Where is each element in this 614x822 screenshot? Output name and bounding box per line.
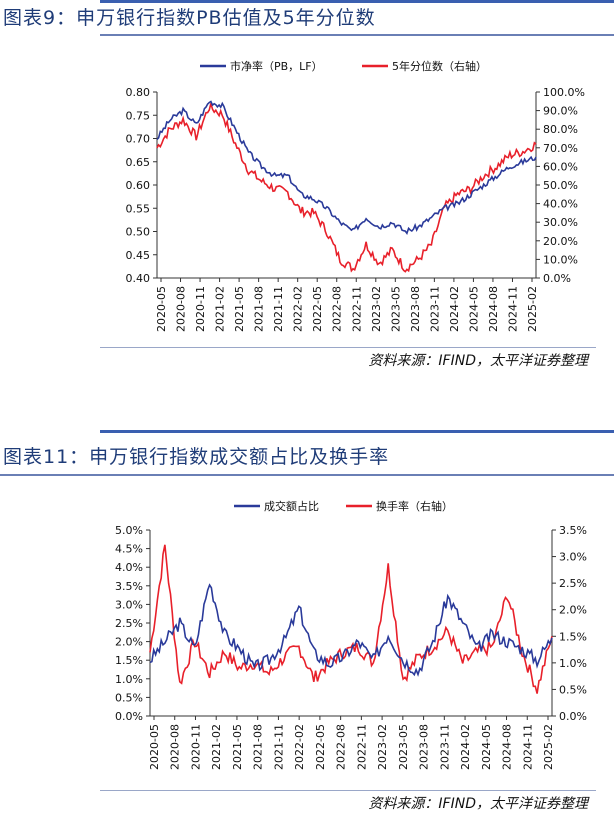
chart1-series-2-line (156, 103, 537, 273)
chart1-right-tick-label: 50.0% (543, 179, 578, 192)
chart1-right-tick-label: 100.0% (543, 86, 585, 99)
chart1-x-tick-label: 2023-08 (409, 286, 422, 332)
chart1-series-1-line (156, 100, 537, 236)
chart1-left-tick-label: 0.80 (126, 86, 151, 99)
chart1-left-tick-label: 0.45 (126, 249, 151, 262)
chart2-x-tick-label: 2022-02 (293, 724, 306, 770)
chart1-title-rule (100, 34, 614, 36)
chart1-right-tick-label: 20.0% (543, 235, 578, 248)
chart2-left-tick-label: 2.5% (115, 617, 143, 630)
chart1-left-tick-label: 0.55 (126, 202, 151, 215)
chart2-x-tick-label: 2023-11 (438, 724, 451, 770)
chart2-x-tick-label: 2020-05 (148, 724, 161, 770)
chart2-right-tick-label: 1.0% (559, 657, 587, 670)
chart1-left-tick-label: 0.60 (126, 179, 151, 192)
chart1-right-tick-label: 80.0% (543, 123, 578, 136)
chart1-x-tick-label: 2020-08 (175, 286, 188, 332)
chart2-x-tick-label: 2022-08 (335, 724, 348, 770)
chart2-x-tick-label: 2024-11 (521, 724, 534, 770)
chart2-series-1-line (149, 583, 553, 677)
chart2-left-tick-label: 0.0% (115, 710, 143, 723)
chart1-x-tick-label: 2025-02 (526, 286, 539, 332)
chart2-left-tick-label: 2.0% (115, 636, 143, 649)
chart2-source: 资料来源：IFIND，太平洋证券整理 (368, 796, 588, 812)
chart2-legend-label-1: 成交额占比 (264, 499, 319, 513)
chart2-left-tick-label: 5.0% (115, 524, 143, 537)
chart1-figure: 市净率（PB，LF） 5年分位数（右轴） 0.40 0.45 0.50 0.55 0.60 0… (126, 59, 585, 332)
chart2-left-tick-label: 3.5% (115, 580, 143, 593)
chart1-left-tick-label: 0.75 (126, 109, 151, 122)
chart2-figure: 成交额占比 换手率（右轴） 0.0% 0.5% 1.0% 1.5% 2.0% 2.5% 3.0%… (115, 499, 587, 770)
chart2-x-tick-label: 2021-08 (252, 724, 265, 770)
chart1-legend-label-2: 5年分位数（右轴） (392, 59, 487, 73)
chart2-x-tick-label: 2022-11 (355, 724, 368, 770)
chart2-x-tick-label: 2021-05 (231, 724, 244, 770)
chart2-right-tick-label: 3.0% (559, 551, 587, 564)
chart1-x-tick-label: 2024-05 (467, 286, 480, 332)
chart1-x-tick-label: 2021-02 (214, 286, 227, 332)
chart1-x-tick-label: 2024-02 (448, 286, 461, 332)
chart2-x-tick-label: 2023-08 (418, 724, 431, 770)
chart2-source-rule (100, 790, 596, 791)
chart2-right-tick-label: 2.0% (559, 604, 587, 617)
chart1-x-tick-label: 2023-02 (370, 286, 383, 332)
chart2-legend-label-2: 换手率（右轴） (376, 499, 453, 513)
chart2-x-tick-label: 2021-02 (210, 724, 223, 770)
chart1-x-tick-label: 2021-05 (233, 286, 246, 332)
chart2-title-top-rule (100, 430, 614, 433)
chart1-left-tick-label: 0.70 (126, 133, 151, 146)
chart2-x-tick-label: 2023-05 (397, 724, 410, 770)
chart1-right-tick-label: 90.0% (543, 105, 578, 118)
chart2-title-rule (0, 474, 614, 476)
chart1-x-tick-label: 2023-11 (428, 286, 441, 332)
chart2-x-tick-label: 2023-02 (376, 724, 389, 770)
chart2-x-tick-label: 2021-11 (272, 724, 285, 770)
chart2-left-tick-label: 0.5% (115, 691, 143, 704)
chart2-series-2-line (149, 544, 553, 694)
chart2-right-tick-label: 0.5% (559, 683, 587, 696)
chart2-title: 图表11：申万银行指数成交额占比及换手率 (3, 446, 390, 468)
chart2-left-tick-label: 4.0% (115, 561, 143, 574)
chart2-left-tick-label: 1.0% (115, 673, 143, 686)
chart1-x-tick-label: 2021-11 (272, 286, 285, 332)
title-top-rule (100, 0, 614, 3)
chart1-x-tick-label: 2022-05 (311, 286, 324, 332)
chart1-x-tick-label: 2021-08 (253, 286, 266, 332)
chart2-x-tick-label: 2020-11 (189, 724, 202, 770)
chart1-left-tick-label: 0.40 (126, 272, 151, 285)
chart1-source: 资料来源：IFIND，太平洋证券整理 (368, 353, 588, 369)
chart2-x-tick-label: 2024-08 (501, 724, 514, 770)
chart1-left-tick-label: 0.50 (126, 226, 151, 239)
chart2-x-tick-label: 2022-05 (314, 724, 327, 770)
chart1-x-tick-label: 2020-05 (155, 286, 168, 332)
chart1-legend-label-1: 市净率（PB，LF） (230, 59, 323, 73)
chart1-right-tick-label: 40.0% (543, 198, 578, 211)
chart1-title: 图表9：申万银行指数PB估值及5年分位数 (3, 7, 376, 29)
chart1-x-tick-label: 2023-05 (389, 286, 402, 332)
chart1-right-tick-label: 60.0% (543, 160, 578, 173)
chart2-x-tick-label: 2020-08 (169, 724, 182, 770)
chart1-x-tick-label: 2024-11 (506, 286, 519, 332)
chart2-left-tick-label: 1.5% (115, 654, 143, 667)
chart1-left-tick-label: 0.65 (126, 156, 151, 169)
chart1-right-tick-label: 30.0% (543, 216, 578, 229)
chart1-x-tick-label: 2022-08 (331, 286, 344, 332)
chart1-right-tick-label: 10.0% (543, 253, 578, 266)
chart1-x-tick-label: 2022-11 (350, 286, 363, 332)
chart1-right-tick-label: 0.0% (543, 272, 571, 285)
chart2-right-tick-label: 3.5% (559, 524, 587, 537)
chart2-right-tick-label: 0.0% (559, 710, 587, 723)
chart2-x-tick-label: 2024-02 (459, 724, 472, 770)
chart2-left-tick-label: 4.5% (115, 543, 143, 556)
chart2-x-tick-label: 2025-02 (542, 724, 555, 770)
chart1-right-tick-label: 70.0% (543, 142, 578, 155)
chart2-x-tick-label: 2024-05 (480, 724, 493, 770)
chart1-x-tick-label: 2020-11 (194, 286, 207, 332)
chart1-x-tick-label: 2022-02 (292, 286, 305, 332)
chart1-x-tick-label: 2024-08 (487, 286, 500, 332)
chart2-right-tick-label: 2.5% (559, 577, 587, 590)
chart2-left-tick-label: 3.0% (115, 598, 143, 611)
chart2-right-tick-label: 1.5% (559, 630, 587, 643)
chart1-source-rule (100, 347, 596, 348)
